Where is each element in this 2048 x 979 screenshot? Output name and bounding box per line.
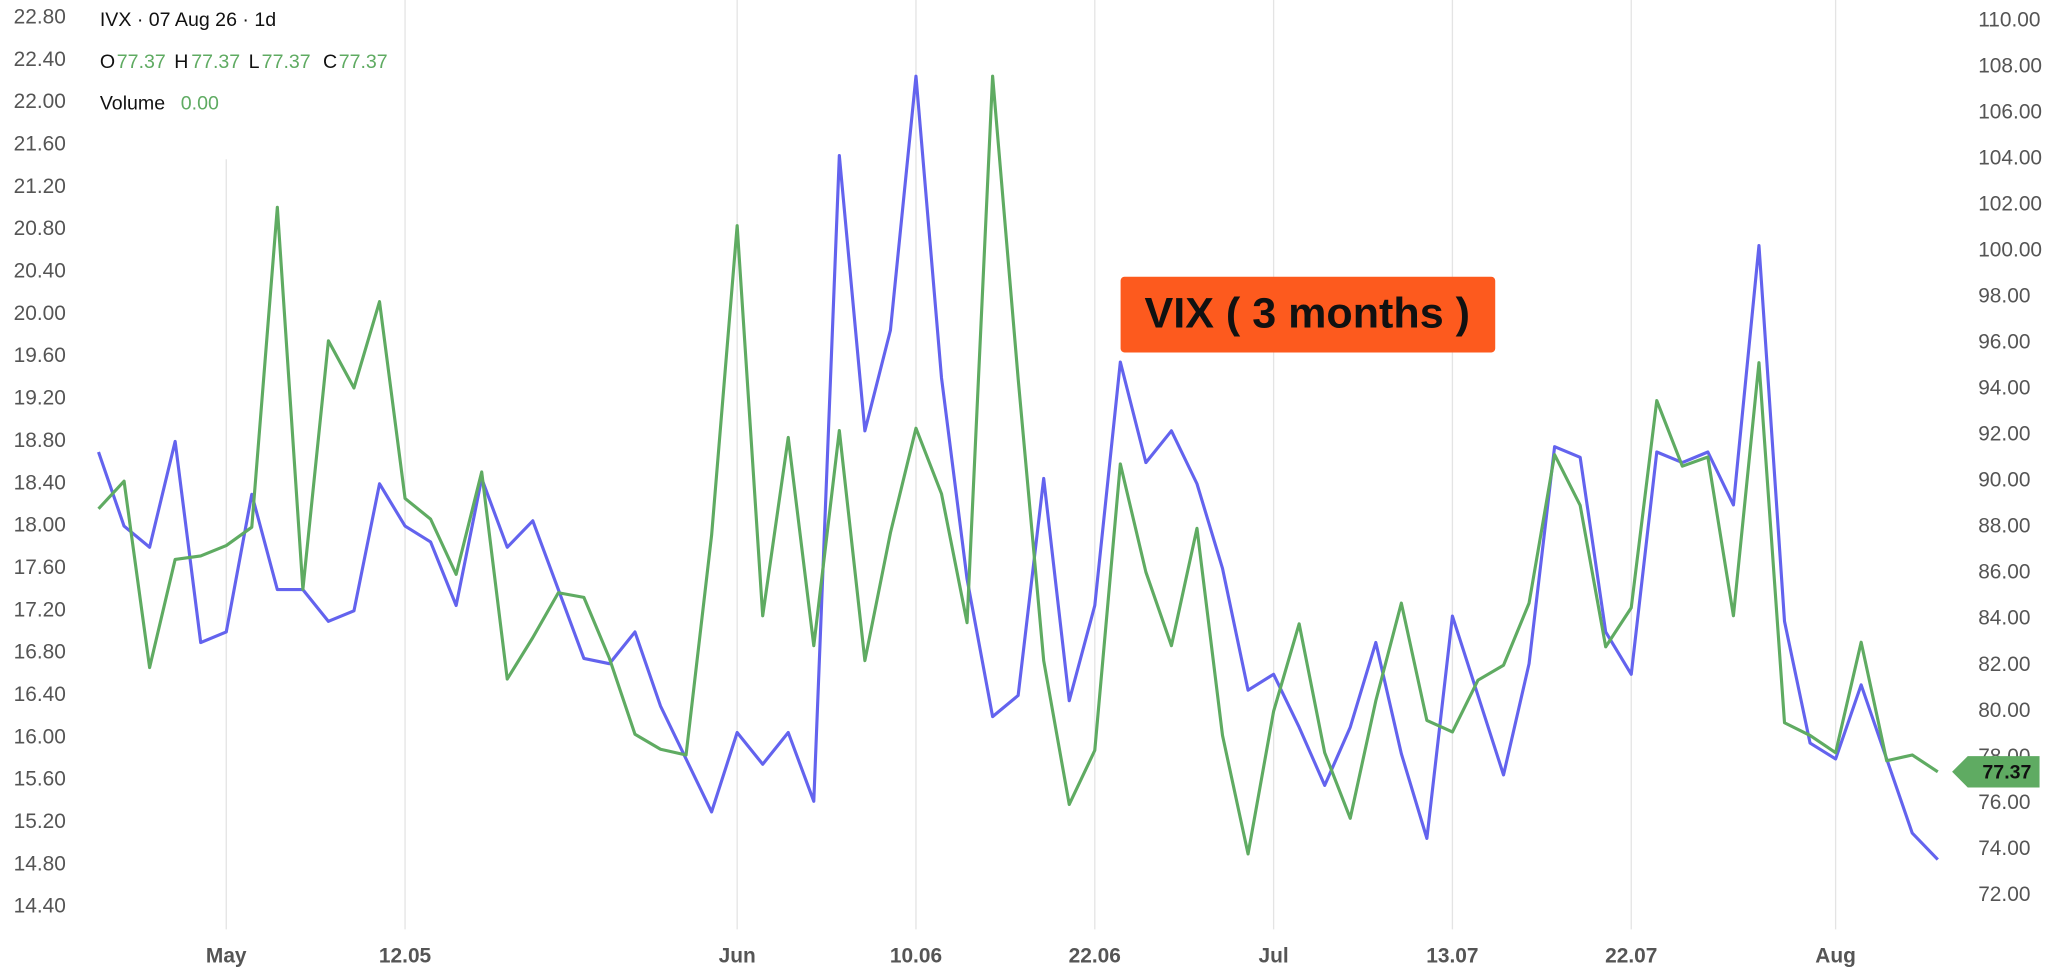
y2-tick-label: 98.00 <box>1978 285 2030 308</box>
volume-value: 0.00 <box>181 93 219 115</box>
y-tick-label: 16.80 <box>14 641 66 664</box>
y-tick-label: 16.40 <box>14 683 66 706</box>
y-tick-label: 22.40 <box>14 48 66 71</box>
price-tag: 77.37 <box>1982 761 2031 783</box>
y-tick-label: 14.40 <box>14 895 66 918</box>
y2-tick-label: 76.00 <box>1978 791 2030 814</box>
x-tick-label: 10.06 <box>890 944 942 967</box>
y2-tick-label: 102.00 <box>1978 193 2042 216</box>
y-tick-label: 15.60 <box>14 768 66 791</box>
y2-tick-label: 72.00 <box>1978 883 2030 906</box>
y-tick-label: 18.00 <box>14 514 66 537</box>
x-tick-label: Aug <box>1815 944 1856 967</box>
y-tick-label: 22.00 <box>14 90 66 113</box>
ohlc-label: H <box>174 51 188 73</box>
y2-tick-label: 92.00 <box>1978 423 2030 446</box>
price-tag-shape <box>1952 756 2040 788</box>
x-tick-label: 22.07 <box>1605 944 1657 967</box>
x-tick-label: Jul <box>1259 944 1289 967</box>
ohlc-value: 77.37 <box>117 51 166 73</box>
y-tick-label: 21.60 <box>14 133 66 156</box>
y-tick-label: 16.00 <box>14 725 66 748</box>
ohlc-label: O <box>100 51 115 73</box>
x-tick-label: Jun <box>719 944 756 967</box>
x-tick-label: 22.06 <box>1069 944 1121 967</box>
y-tick-label: 21.20 <box>14 175 66 198</box>
y-tick-label: 20.80 <box>14 217 66 240</box>
volume-label: Volume <box>100 93 165 115</box>
y2-tick-label: 86.00 <box>1978 561 2030 584</box>
y2-tick-label: 88.00 <box>1978 515 2030 538</box>
annotation: VIX ( 3 months ) <box>1145 289 1470 337</box>
y2-tick-label: 82.00 <box>1978 653 2030 676</box>
series-line <box>97 74 1939 861</box>
y-tick-label: 17.20 <box>14 598 66 621</box>
y-tick-label: 19.60 <box>14 344 66 367</box>
y-tick-label: 20.00 <box>14 302 66 325</box>
y2-tick-label: 80.00 <box>1978 699 2030 722</box>
y-tick-label: 20.40 <box>14 260 66 283</box>
y-tick-label: 14.80 <box>14 852 66 875</box>
y2-tick-label: 84.00 <box>1978 607 2030 630</box>
ohlc-value: 77.37 <box>339 51 388 73</box>
symbol-line: IVX · 07 Aug 26 · 1d <box>100 9 276 31</box>
x-tick-label: 13.07 <box>1426 944 1478 967</box>
y-tick-label: 19.20 <box>14 387 66 410</box>
y-tick-label: 15.20 <box>14 810 66 833</box>
y-tick-label: 18.40 <box>14 471 66 494</box>
y-tick-label: 18.80 <box>14 429 66 452</box>
y2-tick-label: 100.00 <box>1978 239 2042 262</box>
ohlc-value: 77.37 <box>262 51 311 73</box>
y2-tick-label: 94.00 <box>1978 377 2030 400</box>
x-tick-label: 12.05 <box>379 944 432 967</box>
y-tick-label: 17.60 <box>14 556 66 579</box>
header-background <box>86 0 322 160</box>
y2-tick-label: 104.00 <box>1978 147 2042 170</box>
series-line <box>97 74 1939 856</box>
ohlc-value: 77.37 <box>191 51 240 73</box>
y2-tick-label: 90.00 <box>1978 469 2030 492</box>
ohlc-label: C <box>323 51 337 73</box>
y2-tick-label: 110.00 <box>1978 8 2040 31</box>
y2-tick-label: 108.00 <box>1978 54 2042 77</box>
annotation-box <box>1120 276 1496 353</box>
y2-tick-label: 106.00 <box>1978 100 2042 123</box>
ohlc-label: L <box>249 51 260 73</box>
x-tick-label: May <box>206 944 247 967</box>
y2-tick-label: 96.00 <box>1978 331 2030 354</box>
y2-tick-label: 74.00 <box>1978 837 2030 860</box>
y-tick-label: 22.80 <box>14 6 66 29</box>
